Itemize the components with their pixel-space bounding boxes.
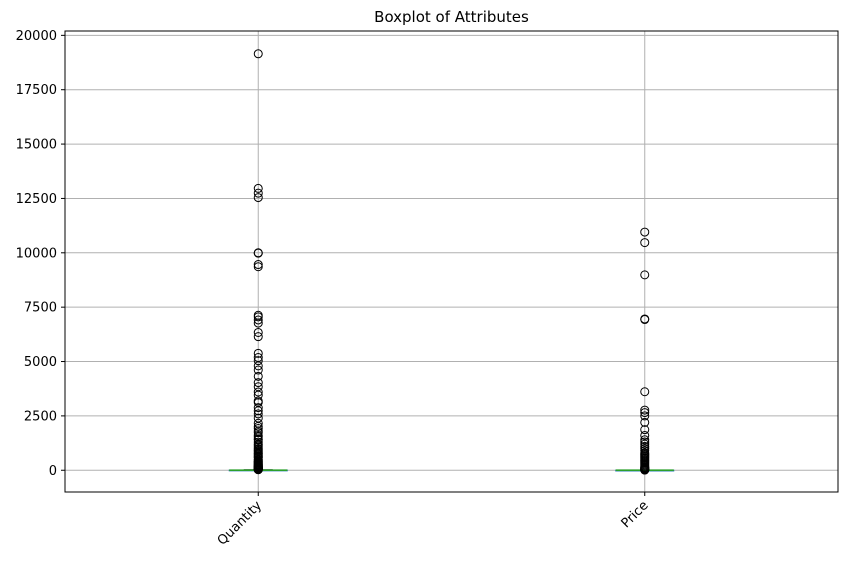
y-tick-label: 20000	[16, 29, 57, 44]
quantity-outlier-point	[253, 327, 263, 337]
grid-layer	[65, 31, 838, 492]
price-outlier-point	[640, 425, 650, 435]
quantity-outlier-point	[253, 465, 263, 475]
quantity-outlier-point	[253, 348, 263, 358]
quantity-outlier-point	[253, 365, 263, 375]
quantity-outlier-point	[253, 262, 263, 272]
y-tick-label: 10000	[16, 246, 57, 261]
quantity-outlier-point	[253, 387, 263, 397]
quantity-outlier-point	[253, 312, 263, 322]
quantity-outlier-point	[253, 378, 263, 388]
flier-layer	[253, 49, 650, 475]
quantity-outlier-point	[253, 361, 263, 371]
quantity-outlier-point	[253, 437, 263, 447]
quantity-outlier-point	[253, 332, 263, 342]
price-outlier-point	[640, 315, 650, 325]
y-axis: 0 2500 5000 7500 10000 12500 15000 17500 20000	[16, 29, 65, 479]
quantity-outlier-point	[253, 356, 263, 366]
quantity-outlier-point	[253, 371, 263, 381]
quantity-outlier-point	[253, 248, 263, 258]
price-outlier-point	[640, 408, 650, 418]
quantity-outlier-point	[253, 49, 263, 59]
quantity-outlier-point	[253, 188, 263, 198]
y-tick-label: 5000	[24, 355, 57, 370]
quantity-outlier-point	[253, 406, 263, 416]
y-tick-label: 7500	[24, 301, 57, 316]
quantity-outlier-point	[253, 390, 263, 400]
price-outlier-point	[640, 227, 650, 237]
price-outlier-point	[640, 238, 650, 248]
price-outlier-point	[640, 411, 650, 421]
quantity-outlier-point	[253, 260, 263, 270]
plot-frame	[64, 30, 839, 493]
price-outlier-point	[640, 387, 650, 397]
y-tick-label: 15000	[16, 138, 57, 153]
quantity-outlier-point	[253, 421, 263, 431]
quantity-outlier-point	[253, 428, 263, 438]
quantity-outlier-point	[253, 183, 263, 193]
quantity-outlier-point	[253, 318, 263, 328]
y-tick-label: 2500	[24, 409, 57, 424]
y-tick-label: 17500	[16, 83, 57, 98]
quantity-outlier-point	[253, 193, 263, 203]
quantity-outlier-point	[253, 315, 263, 325]
chart-title: Boxplot of Attributes	[374, 8, 529, 26]
quantity-outlier-point	[253, 409, 263, 419]
quantity-outlier-point	[253, 403, 263, 413]
y-tick-label: 0	[49, 464, 57, 479]
price-outlier-point	[640, 437, 650, 447]
price-outlier-point	[640, 417, 650, 427]
price-outlier-point	[640, 435, 650, 445]
price-outlier-point	[640, 465, 650, 475]
price-outlier-point	[640, 270, 650, 280]
y-tick-label: 12500	[16, 192, 57, 207]
quantity-outlier-point	[253, 435, 263, 445]
price-outlier-point	[640, 405, 650, 415]
price-outlier-point	[640, 430, 650, 440]
price-outlier-point	[640, 439, 650, 449]
